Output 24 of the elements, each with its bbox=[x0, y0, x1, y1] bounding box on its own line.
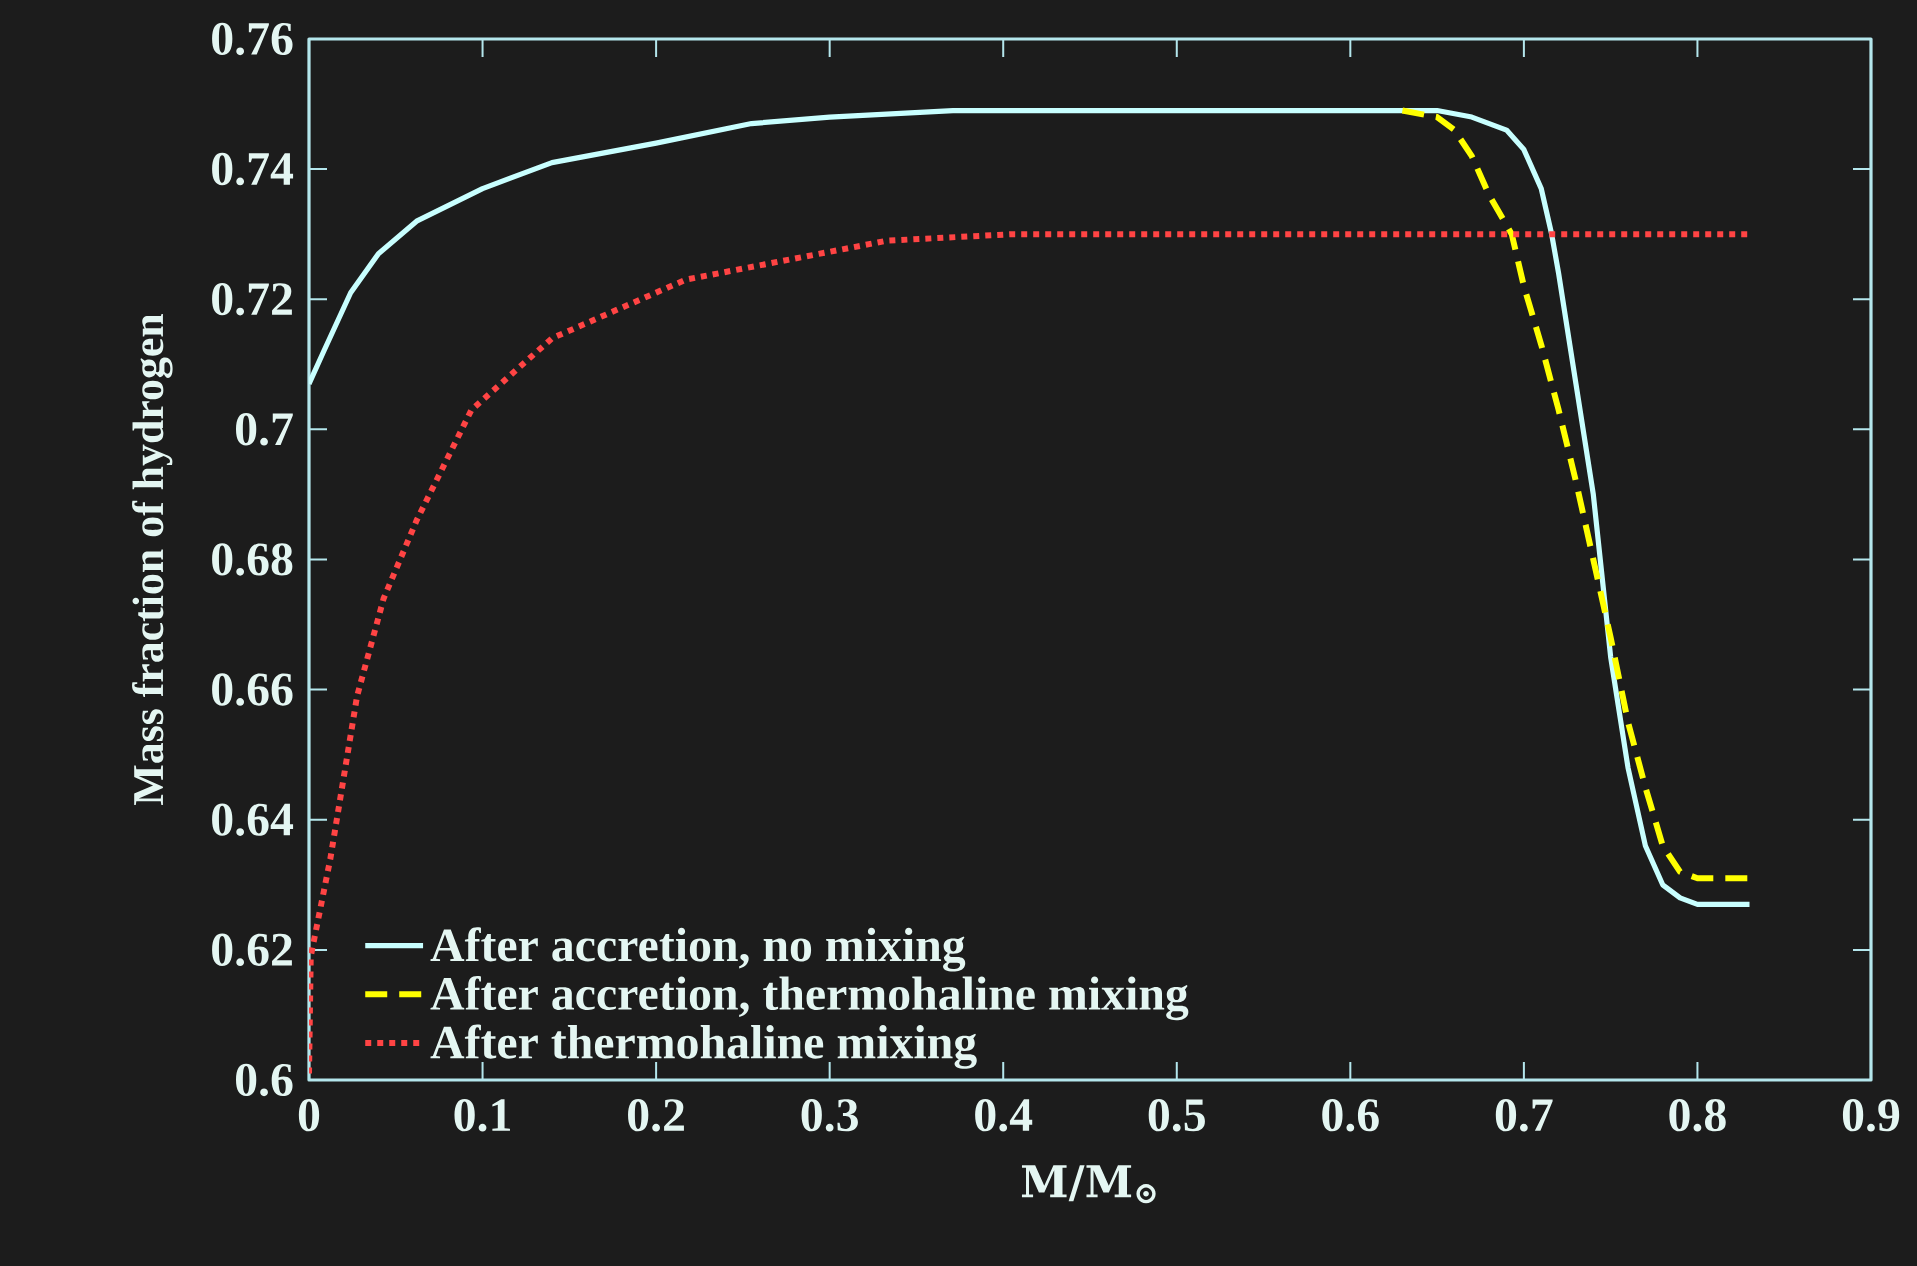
y-tick-label: 0.62 bbox=[212, 933, 292, 967]
x-tick-label: 0.3 bbox=[801, 1099, 858, 1132]
y-tick-label: 0.7 bbox=[236, 413, 293, 446]
x-tick-label: 0.2 bbox=[628, 1099, 684, 1132]
x-tick-label: 0 bbox=[298, 1099, 320, 1132]
x-tick-label: 0.1 bbox=[454, 1099, 510, 1132]
x-tick-label: 0.9 bbox=[1842, 1099, 1900, 1132]
y-axis-title: Mass fraction of hydrogen bbox=[132, 313, 173, 805]
y-tick-label: 0.72 bbox=[212, 282, 292, 316]
y-tick-label: 0.64 bbox=[212, 803, 294, 836]
y-tick-label: 0.66 bbox=[212, 673, 293, 706]
legend-label: After accretion, no mixing bbox=[430, 927, 966, 972]
legend-label: After accretion, thermohaline mixing bbox=[430, 975, 1189, 1021]
y-tick-label: 0.6 bbox=[236, 1063, 293, 1097]
y-tick-label: 0.76 bbox=[212, 22, 293, 56]
x-tick-label: 0.5 bbox=[1148, 1099, 1205, 1132]
x-axis-title: M/M$_{⊙}$ bbox=[1021, 1165, 1156, 1204]
x-tick-label: 0.8 bbox=[1669, 1099, 1726, 1132]
x-tick-label: 0.4 bbox=[975, 1099, 1033, 1132]
y-tick-label: 0.68 bbox=[212, 543, 293, 576]
x-tick-label: 0.7 bbox=[1495, 1099, 1553, 1132]
legend-label: After thermohaline mixing bbox=[430, 1024, 977, 1069]
x-tick-label: 0.6 bbox=[1322, 1099, 1379, 1132]
y-tick-label: 0.74 bbox=[212, 152, 294, 186]
